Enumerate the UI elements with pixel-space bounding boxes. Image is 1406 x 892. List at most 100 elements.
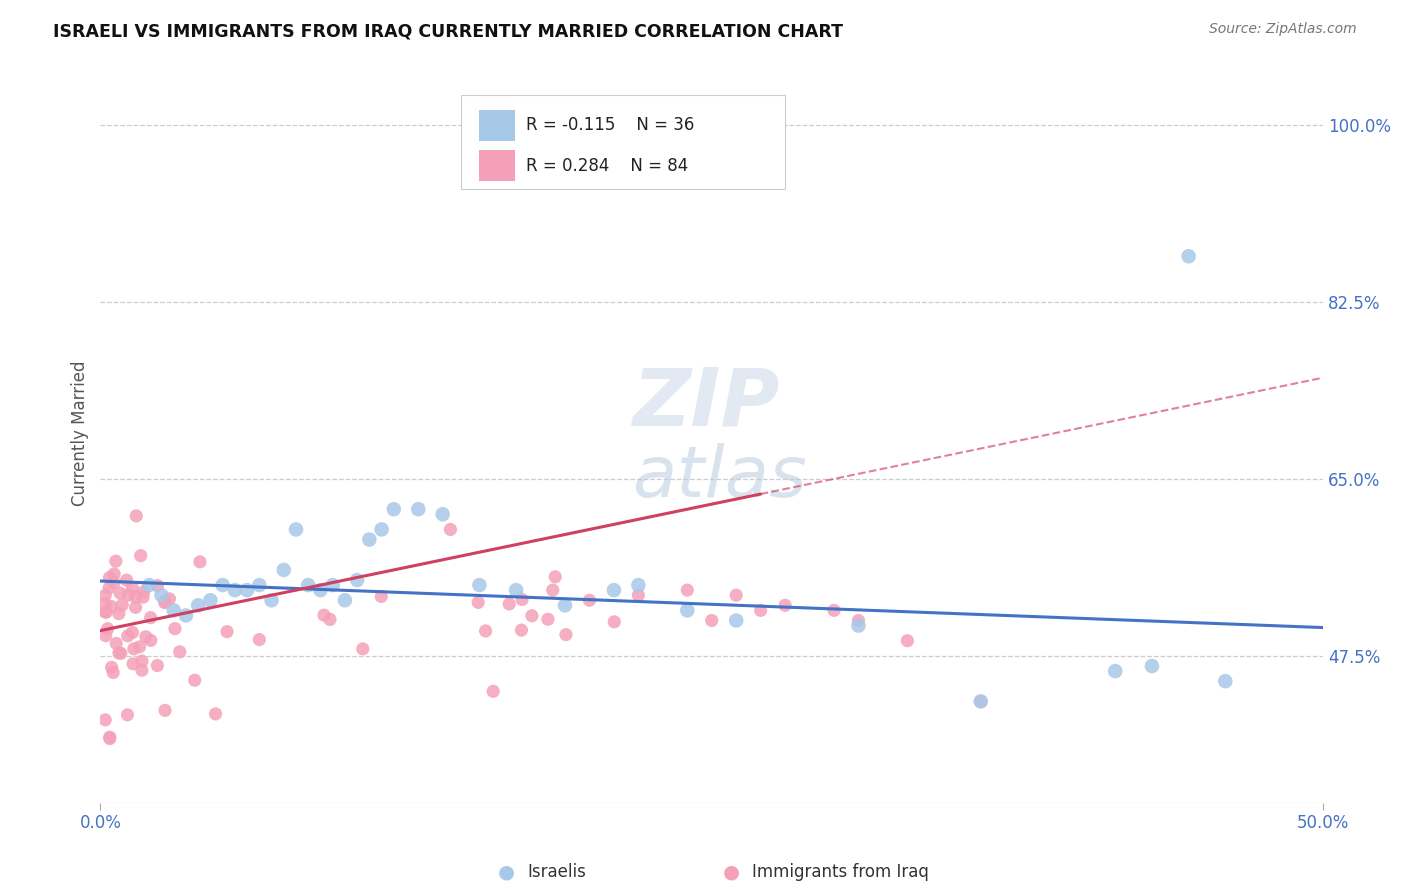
Point bbox=[129, 549, 152, 563]
Point bbox=[333, 593, 356, 607]
Point bbox=[103, 665, 125, 680]
Point bbox=[247, 578, 270, 592]
Point bbox=[676, 603, 699, 617]
Point bbox=[322, 578, 344, 592]
Point bbox=[153, 703, 176, 717]
Point bbox=[510, 623, 533, 637]
Point bbox=[627, 588, 650, 602]
Point bbox=[108, 646, 131, 660]
Point bbox=[125, 508, 148, 523]
Point bbox=[146, 579, 169, 593]
Point bbox=[163, 622, 186, 636]
Point bbox=[135, 630, 157, 644]
Point bbox=[139, 633, 162, 648]
Point bbox=[273, 563, 295, 577]
Y-axis label: Currently Married: Currently Married bbox=[72, 360, 89, 506]
Point bbox=[115, 573, 138, 587]
Point bbox=[498, 597, 520, 611]
Text: ISRAELI VS IMMIGRANTS FROM IRAQ CURRENTLY MARRIED CORRELATION CHART: ISRAELI VS IMMIGRANTS FROM IRAQ CURRENTL… bbox=[53, 22, 844, 40]
Point bbox=[111, 598, 134, 612]
Point bbox=[432, 508, 454, 522]
Point bbox=[146, 658, 169, 673]
Point bbox=[105, 636, 128, 650]
Point bbox=[309, 583, 332, 598]
Point bbox=[603, 615, 626, 629]
Point bbox=[554, 599, 576, 613]
Point bbox=[352, 641, 374, 656]
Point bbox=[121, 581, 143, 595]
Point bbox=[482, 684, 505, 698]
Point bbox=[98, 730, 121, 744]
Point bbox=[382, 502, 405, 516]
Point bbox=[117, 629, 139, 643]
Point bbox=[97, 622, 120, 636]
Point bbox=[100, 660, 122, 674]
Point bbox=[627, 578, 650, 592]
Point bbox=[848, 614, 870, 628]
Point bbox=[247, 632, 270, 647]
Point bbox=[121, 625, 143, 640]
Point bbox=[297, 578, 319, 592]
Point bbox=[211, 578, 233, 592]
Text: R = -0.115    N = 36: R = -0.115 N = 36 bbox=[526, 116, 695, 135]
Point bbox=[848, 618, 870, 632]
Point bbox=[319, 612, 342, 626]
Text: ZIP: ZIP bbox=[633, 365, 780, 442]
Point bbox=[153, 594, 176, 608]
Point bbox=[725, 588, 748, 602]
Point bbox=[110, 646, 132, 660]
Point bbox=[520, 608, 543, 623]
Point bbox=[138, 578, 160, 592]
Text: Immigrants from Iraq: Immigrants from Iraq bbox=[752, 863, 929, 881]
Point bbox=[725, 614, 748, 628]
Point bbox=[823, 603, 845, 617]
Point bbox=[128, 640, 150, 654]
Point bbox=[200, 593, 222, 607]
Point bbox=[236, 583, 259, 598]
Point bbox=[468, 578, 491, 592]
Point bbox=[312, 608, 335, 623]
Point bbox=[603, 583, 626, 598]
Point bbox=[183, 673, 205, 688]
Point bbox=[406, 502, 429, 516]
Text: ●: ● bbox=[498, 863, 515, 882]
Point bbox=[94, 605, 117, 619]
Point bbox=[510, 592, 533, 607]
Point bbox=[174, 608, 197, 623]
Point bbox=[94, 713, 117, 727]
Point bbox=[555, 627, 578, 641]
Point bbox=[125, 590, 148, 604]
Point bbox=[467, 595, 489, 609]
Point bbox=[1213, 674, 1236, 689]
Point bbox=[474, 624, 496, 638]
Point bbox=[505, 583, 527, 598]
Point bbox=[100, 599, 122, 614]
Point bbox=[260, 593, 283, 607]
Point bbox=[1104, 664, 1126, 678]
Text: Source: ZipAtlas.com: Source: ZipAtlas.com bbox=[1209, 22, 1357, 37]
Point bbox=[370, 523, 392, 537]
Point bbox=[1140, 659, 1163, 673]
Point bbox=[285, 523, 308, 537]
Point bbox=[970, 694, 993, 708]
Point bbox=[132, 590, 155, 604]
Point bbox=[970, 694, 993, 708]
Point bbox=[700, 614, 723, 628]
Point bbox=[188, 555, 211, 569]
Text: atlas: atlas bbox=[633, 443, 807, 512]
Point bbox=[187, 599, 209, 613]
Point bbox=[204, 706, 226, 721]
Point bbox=[94, 629, 117, 643]
Point bbox=[676, 583, 699, 598]
Point bbox=[439, 523, 461, 537]
Point bbox=[150, 588, 173, 602]
Text: Israelis: Israelis bbox=[527, 863, 586, 881]
Point bbox=[104, 554, 127, 568]
Point bbox=[896, 633, 918, 648]
Point bbox=[773, 599, 796, 613]
Point bbox=[359, 533, 381, 547]
Point bbox=[117, 588, 139, 602]
Point bbox=[131, 663, 153, 677]
Point bbox=[103, 575, 125, 590]
Point bbox=[131, 654, 153, 668]
